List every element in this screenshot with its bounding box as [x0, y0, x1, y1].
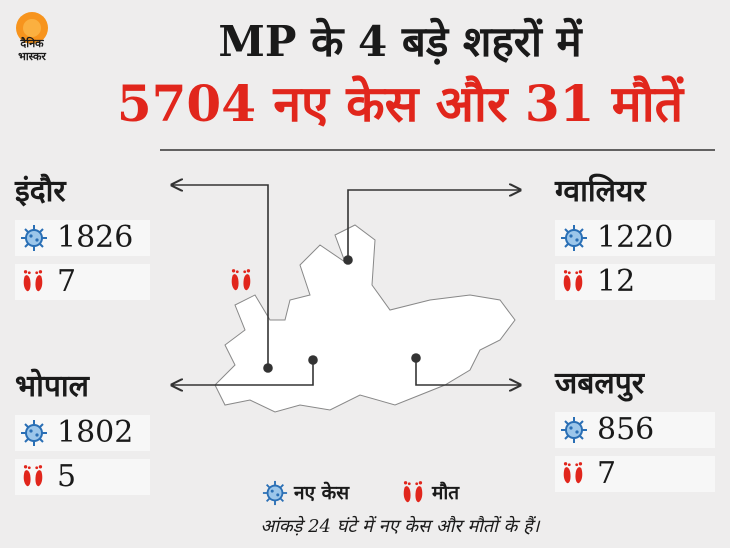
cases: 1802 — [57, 415, 133, 450]
city-name: जबलपुर — [554, 366, 646, 402]
logo-line: भास्कर — [18, 50, 46, 63]
footnote: आंकड़े 24 घंटे में नए केस और मौतों के है… — [261, 515, 541, 537]
deaths: 7 — [597, 456, 616, 491]
cases: 856 — [597, 412, 654, 447]
legend: नए केस मौत — [262, 480, 460, 506]
row-bg — [15, 264, 150, 300]
city-block: इंदौर 1826 7 — [14, 173, 150, 300]
city-name: ग्वालियर — [554, 173, 647, 209]
mp-map — [214, 224, 516, 413]
cases: 1220 — [597, 220, 673, 255]
logo-line: दैनिक — [19, 36, 44, 50]
city-name: भोपाल — [15, 368, 91, 404]
subtitle: 5704 नए केस और 31 मौतें — [117, 74, 685, 133]
legend-label: मौत — [431, 481, 460, 504]
deaths: 5 — [57, 459, 76, 494]
row-bg — [15, 459, 150, 495]
deaths: 7 — [57, 264, 76, 299]
legend-label: नए केस — [293, 481, 350, 504]
deaths: 12 — [597, 264, 635, 299]
cases: 1826 — [57, 220, 133, 255]
connectors — [172, 185, 520, 385]
logo: दैनिक भास्कर — [16, 12, 48, 63]
city-block: जबलपुर 856 7 — [554, 366, 715, 492]
city-block: ग्वालियर 1220 12 — [554, 173, 715, 300]
title: MP के 4 बड़े शहरों में — [218, 17, 583, 66]
city-name: इंदौर — [14, 173, 67, 209]
city-block: भोपाल 1802 5 — [15, 368, 150, 495]
